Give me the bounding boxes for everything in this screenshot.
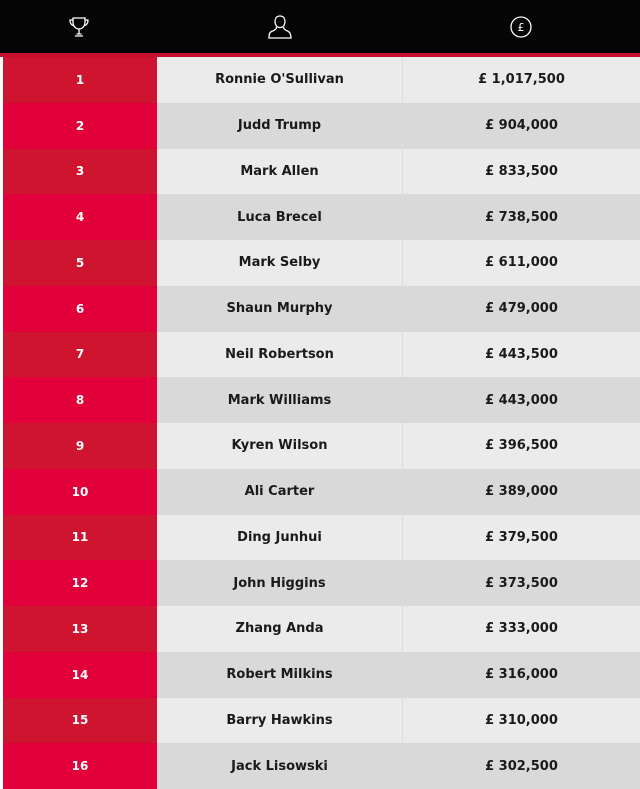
prize-cell: £ 443,500	[403, 331, 640, 378]
table-row[interactable]: 5 Mark Selby £ 611,000	[3, 240, 640, 286]
player-name-cell: Judd Trump	[157, 102, 403, 149]
rank-cell: 2	[3, 102, 157, 149]
rank-cell: 9	[3, 423, 157, 469]
rank-cell: 15	[3, 697, 157, 744]
player-name-cell: Mark Selby	[157, 240, 403, 286]
player-name-cell: Barry Hawkins	[157, 697, 403, 744]
rank-column-header[interactable]	[0, 0, 157, 53]
player-name-cell: Mark Allen	[157, 148, 403, 195]
rank-cell: 13	[3, 606, 157, 652]
prize-column-header[interactable]: £	[402, 0, 640, 53]
prize-cell: £ 310,000	[403, 697, 640, 744]
prize-cell: £ 443,000	[403, 377, 640, 423]
rank-cell: 7	[3, 331, 157, 378]
prize-money-table: 1 Ronnie O'Sullivan £ 1,017,500 2 Judd Trump…	[3, 57, 640, 789]
prize-cell: £ 316,000	[403, 651, 640, 698]
rank-cell: 10	[3, 468, 157, 515]
svg-text:£: £	[518, 21, 525, 34]
prize-cell: £ 833,500	[403, 148, 640, 195]
prize-cell: £ 1,017,500	[403, 57, 640, 103]
table-row[interactable]: 1 Ronnie O'Sullivan £ 1,017,500	[3, 57, 640, 103]
rank-cell: 3	[3, 148, 157, 195]
player-name-cell: John Higgins	[157, 560, 403, 606]
prize-cell: £ 373,500	[403, 560, 640, 606]
table-row[interactable]: 6 Shaun Murphy £ 479,000	[3, 285, 640, 332]
player-name-cell: Jack Lisowski	[157, 743, 403, 789]
rank-cell: 5	[3, 240, 157, 286]
prize-cell: £ 333,000	[403, 606, 640, 652]
prize-cell: £ 738,500	[403, 194, 640, 240]
table-row[interactable]: 4 Luca Brecel £ 738,500	[3, 194, 640, 240]
table-row[interactable]: 14 Robert Milkins £ 316,000	[3, 651, 640, 698]
table-row[interactable]: 13 Zhang Anda £ 333,000	[3, 606, 640, 652]
rank-cell: 14	[3, 651, 157, 698]
table-row[interactable]: 3 Mark Allen £ 833,500	[3, 148, 640, 195]
trophy-icon	[68, 16, 89, 37]
pound-coin-icon: £	[510, 15, 532, 38]
player-column-header[interactable]	[157, 0, 402, 53]
player-name-cell: Ali Carter	[157, 468, 403, 515]
rank-cell: 12	[3, 560, 157, 606]
player-name-cell: Luca Brecel	[157, 194, 403, 240]
prize-cell: £ 904,000	[403, 102, 640, 149]
player-name-cell: Neil Robertson	[157, 331, 403, 378]
prize-cell: £ 302,500	[403, 743, 640, 789]
prize-cell: £ 611,000	[403, 240, 640, 286]
rank-cell: 6	[3, 285, 157, 332]
rank-cell: 8	[3, 377, 157, 423]
table-row[interactable]: 9 Kyren Wilson £ 396,500	[3, 423, 640, 469]
table-row[interactable]: 8 Mark Williams £ 443,000	[3, 377, 640, 423]
rank-cell: 1	[3, 57, 157, 103]
player-name-cell: Robert Milkins	[157, 651, 403, 698]
rank-cell: 4	[3, 194, 157, 240]
player-name-cell: Mark Williams	[157, 377, 403, 423]
prize-cell: £ 396,500	[403, 423, 640, 469]
prize-cell: £ 379,500	[403, 514, 640, 561]
rank-cell: 16	[3, 743, 157, 789]
prize-cell: £ 479,000	[403, 285, 640, 332]
player-name-cell: Ronnie O'Sullivan	[157, 57, 403, 103]
player-name-cell: Ding Junhui	[157, 514, 403, 561]
table-row[interactable]: 16 Jack Lisowski £ 302,500	[3, 743, 640, 789]
table-row[interactable]: 15 Barry Hawkins £ 310,000	[3, 697, 640, 744]
player-name-cell: Shaun Murphy	[157, 285, 403, 332]
rank-cell: 11	[3, 514, 157, 561]
player-name-cell: Zhang Anda	[157, 606, 403, 652]
table-row[interactable]: 7 Neil Robertson £ 443,500	[3, 331, 640, 378]
player-name-cell: Kyren Wilson	[157, 423, 403, 469]
table-row[interactable]: 2 Judd Trump £ 904,000	[3, 102, 640, 149]
table-header: £	[0, 0, 640, 57]
prize-cell: £ 389,000	[403, 468, 640, 515]
table-row[interactable]: 12 John Higgins £ 373,500	[3, 560, 640, 606]
table-row[interactable]: 10 Ali Carter £ 389,000	[3, 468, 640, 515]
table-row[interactable]: 11 Ding Junhui £ 379,500	[3, 514, 640, 561]
person-icon	[267, 14, 292, 39]
